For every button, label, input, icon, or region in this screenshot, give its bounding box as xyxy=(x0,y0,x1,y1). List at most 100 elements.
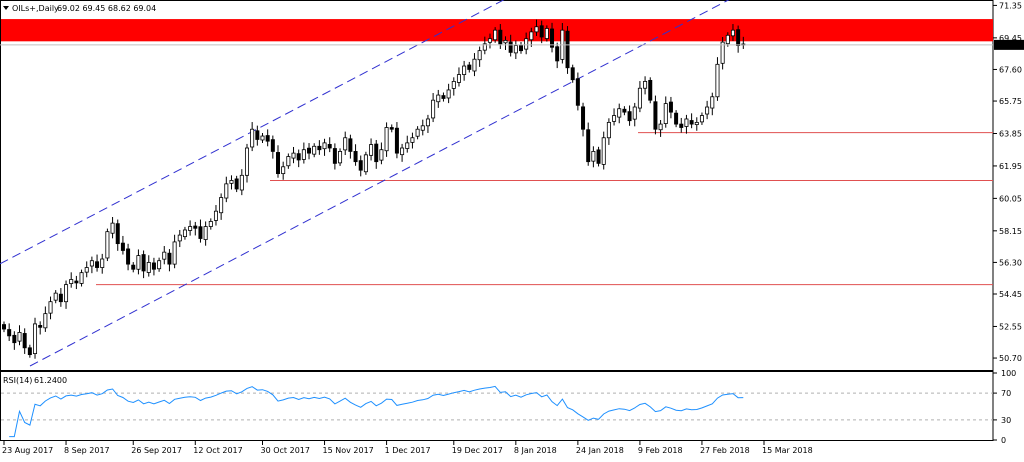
rsi-value-label: 61.2400 xyxy=(34,376,67,385)
candle-body xyxy=(322,142,327,150)
candle-body xyxy=(436,94,441,103)
candle-body xyxy=(120,242,125,251)
candle-body xyxy=(493,29,498,41)
candle-body xyxy=(276,152,281,175)
candle-body xyxy=(255,130,260,140)
y-tick-label: 69.45 xyxy=(999,34,1022,43)
candle-body xyxy=(472,58,477,72)
y-tick-label: 54.45 xyxy=(999,290,1022,299)
candle-body xyxy=(74,280,79,284)
candle-body xyxy=(12,334,17,344)
candle-body xyxy=(234,178,239,190)
candle-body xyxy=(720,41,725,64)
candle-body xyxy=(653,101,658,130)
candle-body xyxy=(617,108,622,118)
y-tick-label: 60.05 xyxy=(999,194,1022,203)
x-tick-label: 8 Sep 2017 xyxy=(64,446,110,455)
x-tick-label: 9 Feb 2018 xyxy=(638,446,683,455)
candle-body xyxy=(534,26,539,33)
candle-body xyxy=(591,151,596,162)
candle-body xyxy=(586,129,591,163)
candle-body xyxy=(58,293,63,303)
candle-body xyxy=(353,151,358,163)
candle-body xyxy=(27,347,32,356)
candle-body xyxy=(69,279,74,284)
candle-body xyxy=(172,241,177,265)
candle-body xyxy=(612,115,617,122)
candle-body xyxy=(291,152,296,159)
candle-body xyxy=(301,149,306,160)
candle-body xyxy=(348,138,353,152)
candle-body xyxy=(48,301,53,314)
x-tick-label: 15 Nov 2017 xyxy=(323,446,374,455)
candle-body xyxy=(648,79,653,101)
candle-body xyxy=(203,226,208,240)
candle-body xyxy=(43,313,48,329)
candle-body xyxy=(400,147,405,156)
candle-body xyxy=(22,333,27,349)
candle-body xyxy=(224,183,229,199)
x-tick-label: 24 Jan 2018 xyxy=(576,446,624,455)
dropdown-triangle-icon xyxy=(3,6,9,10)
x-tick-label: 19 Dec 2017 xyxy=(452,446,503,455)
candle-body xyxy=(643,81,648,89)
candle-body xyxy=(420,125,425,131)
candle-body xyxy=(389,127,394,130)
candle-body xyxy=(64,284,69,303)
candle-body xyxy=(513,45,518,54)
candle-body xyxy=(198,226,203,239)
candle-body xyxy=(89,260,94,267)
candle-body xyxy=(705,106,710,115)
candle-body xyxy=(105,231,110,259)
candle-body xyxy=(524,38,529,50)
ohlc-values: 69.02 69.45 68.62 69.04 xyxy=(57,4,156,13)
candle-body xyxy=(679,123,684,128)
candle-body xyxy=(684,118,689,127)
candle-body xyxy=(136,255,141,270)
candle-body xyxy=(394,127,399,154)
candle-body xyxy=(689,120,694,125)
candle-body xyxy=(487,38,492,43)
candle-body xyxy=(182,229,187,238)
candle-body xyxy=(374,143,379,163)
last-price-label: 69.04 xyxy=(997,41,1020,50)
candle-body xyxy=(725,34,730,45)
candle-body xyxy=(498,29,503,45)
candle-body xyxy=(446,89,451,99)
candle-body xyxy=(441,95,446,99)
y-tick-label: 67.60 xyxy=(999,65,1022,74)
candle-body xyxy=(327,144,332,149)
rsi-tick-label: 0 xyxy=(1001,436,1006,445)
candle-body xyxy=(379,149,384,161)
y-tick-label: 65.75 xyxy=(999,97,1022,106)
candle-body xyxy=(539,25,544,38)
candle-body xyxy=(265,135,270,142)
candle-body xyxy=(529,31,534,41)
candle-body xyxy=(503,40,508,44)
candle-body xyxy=(7,329,12,337)
candle-body xyxy=(596,149,601,164)
candle-body xyxy=(363,154,368,173)
candle-body xyxy=(694,121,699,126)
candle-body xyxy=(162,251,167,260)
candle-body xyxy=(710,96,715,109)
candle-body xyxy=(307,147,312,154)
x-tick-label: 8 Jan 2018 xyxy=(514,446,557,455)
candle-body xyxy=(332,148,337,164)
candle-body xyxy=(95,261,100,268)
y-tick-label: 63.85 xyxy=(999,129,1022,138)
candle-body xyxy=(343,137,348,151)
candle-body xyxy=(668,101,673,113)
rsi-name-label: RSI(14) xyxy=(3,376,32,385)
candle-body xyxy=(2,324,7,330)
candle-body xyxy=(229,180,234,184)
candle-body xyxy=(79,272,84,284)
candle-body xyxy=(565,30,570,69)
candle-body xyxy=(38,325,43,328)
candle-body xyxy=(312,145,317,155)
candle-body xyxy=(208,221,213,227)
candle-body xyxy=(213,210,218,221)
y-tick-label: 58.15 xyxy=(999,227,1022,236)
